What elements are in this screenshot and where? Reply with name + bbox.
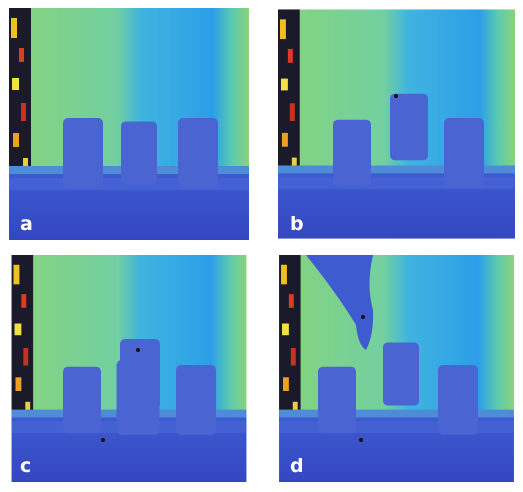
panel-label: c <box>20 455 31 477</box>
page: {"panels": [{"label": "a"}, {"label": "b… <box>0 0 523 488</box>
panel-a: a <box>9 8 249 240</box>
panel-c: c <box>12 255 247 482</box>
panel-b: b <box>278 9 515 238</box>
panel-label: a <box>20 213 33 235</box>
panel-label: b <box>290 213 304 235</box>
figure: a b c d <box>0 0 523 488</box>
panel-d: d <box>279 255 514 482</box>
panel-label: d <box>290 455 304 477</box>
